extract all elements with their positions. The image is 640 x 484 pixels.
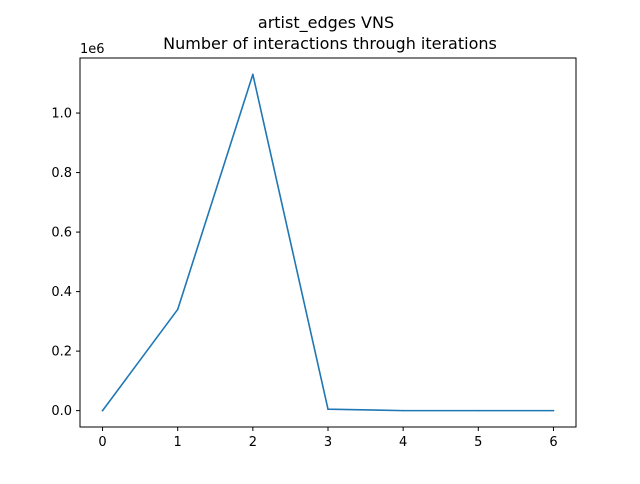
x-tick-label: 0	[98, 435, 106, 450]
x-tick-label: 6	[549, 435, 557, 450]
data-point	[552, 409, 555, 412]
data-point	[252, 73, 254, 76]
axes-frame	[79, 57, 577, 428]
data-point	[101, 409, 104, 412]
x-tick-label: 2	[249, 435, 257, 450]
y-tick-label: 0.8	[51, 166, 72, 181]
y-tick-label: 0.4	[51, 285, 72, 300]
x-tick-label: 3	[324, 435, 332, 450]
y-tick-label: 1.0	[51, 107, 72, 122]
x-tick-label: 1	[174, 435, 182, 450]
data-point	[402, 409, 404, 412]
x-tick-label: 4	[399, 435, 407, 450]
y-tick-label: 0.6	[51, 226, 72, 241]
x-tick-label: 5	[474, 435, 482, 450]
data-point	[327, 408, 329, 410]
y-tick-label: 0.0	[51, 404, 72, 419]
y-tick-label: 0.2	[51, 345, 72, 360]
y-offset-label: 1e6	[80, 42, 105, 57]
chart-title-line1: artist_edges VNS	[258, 13, 394, 33]
data-point	[477, 409, 480, 412]
chart-title-line2: Number of interactions through iteration…	[163, 34, 497, 53]
data-point	[176, 308, 179, 311]
plot-area: 0 1 2 3 4 5 6 0.0 0.2 0.4 0.6 0.8 1.0	[51, 73, 558, 450]
